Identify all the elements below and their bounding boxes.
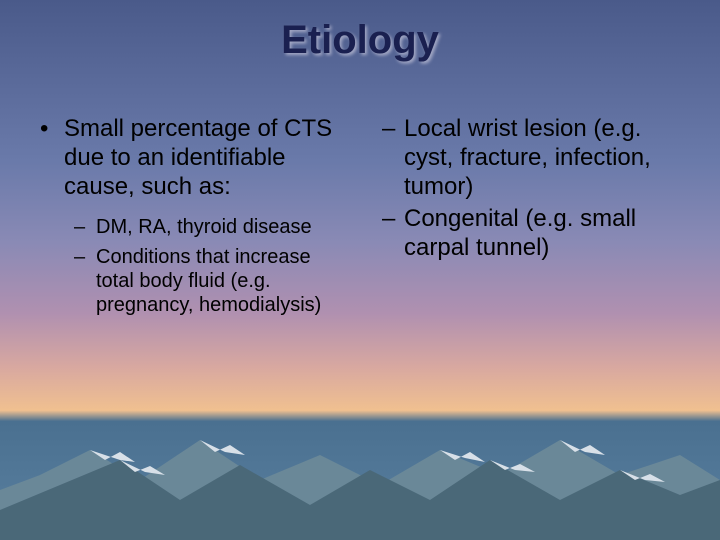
sub-bullet-text: Local wrist lesion (e.g. cyst, fracture,…	[404, 115, 660, 201]
bullet-main: • Small percentage of CTS due to an iden…	[40, 115, 340, 201]
sub-bullet: – Local wrist lesion (e.g. cyst, fractur…	[382, 115, 660, 201]
content-area: • Small percentage of CTS due to an iden…	[40, 115, 680, 323]
sub-bullet-text: DM, RA, thyroid disease	[96, 215, 312, 239]
slide-title: Etiology	[0, 18, 720, 63]
sub-bullet-text: Conditions that increase total body flui…	[96, 245, 340, 317]
dash-marker: –	[74, 245, 96, 317]
sub-bullet: – Conditions that increase total body fl…	[74, 245, 340, 317]
left-column: • Small percentage of CTS due to an iden…	[40, 115, 360, 323]
sub-bullet-text: Congenital (e.g. small carpal tunnel)	[404, 205, 660, 263]
sub-bullet: – Congenital (e.g. small carpal tunnel)	[382, 205, 660, 263]
sub-bullet: – DM, RA, thyroid disease	[74, 215, 340, 239]
slide: Etiology • Small percentage of CTS due t…	[0, 0, 720, 540]
bullet-marker: •	[40, 115, 64, 201]
dash-marker: –	[74, 215, 96, 239]
right-column: – Local wrist lesion (e.g. cyst, fractur…	[360, 115, 680, 323]
dash-marker: –	[382, 205, 404, 263]
bullet-text: Small percentage of CTS due to an identi…	[64, 115, 340, 201]
dash-marker: –	[382, 115, 404, 201]
mountain-decoration	[0, 380, 720, 540]
